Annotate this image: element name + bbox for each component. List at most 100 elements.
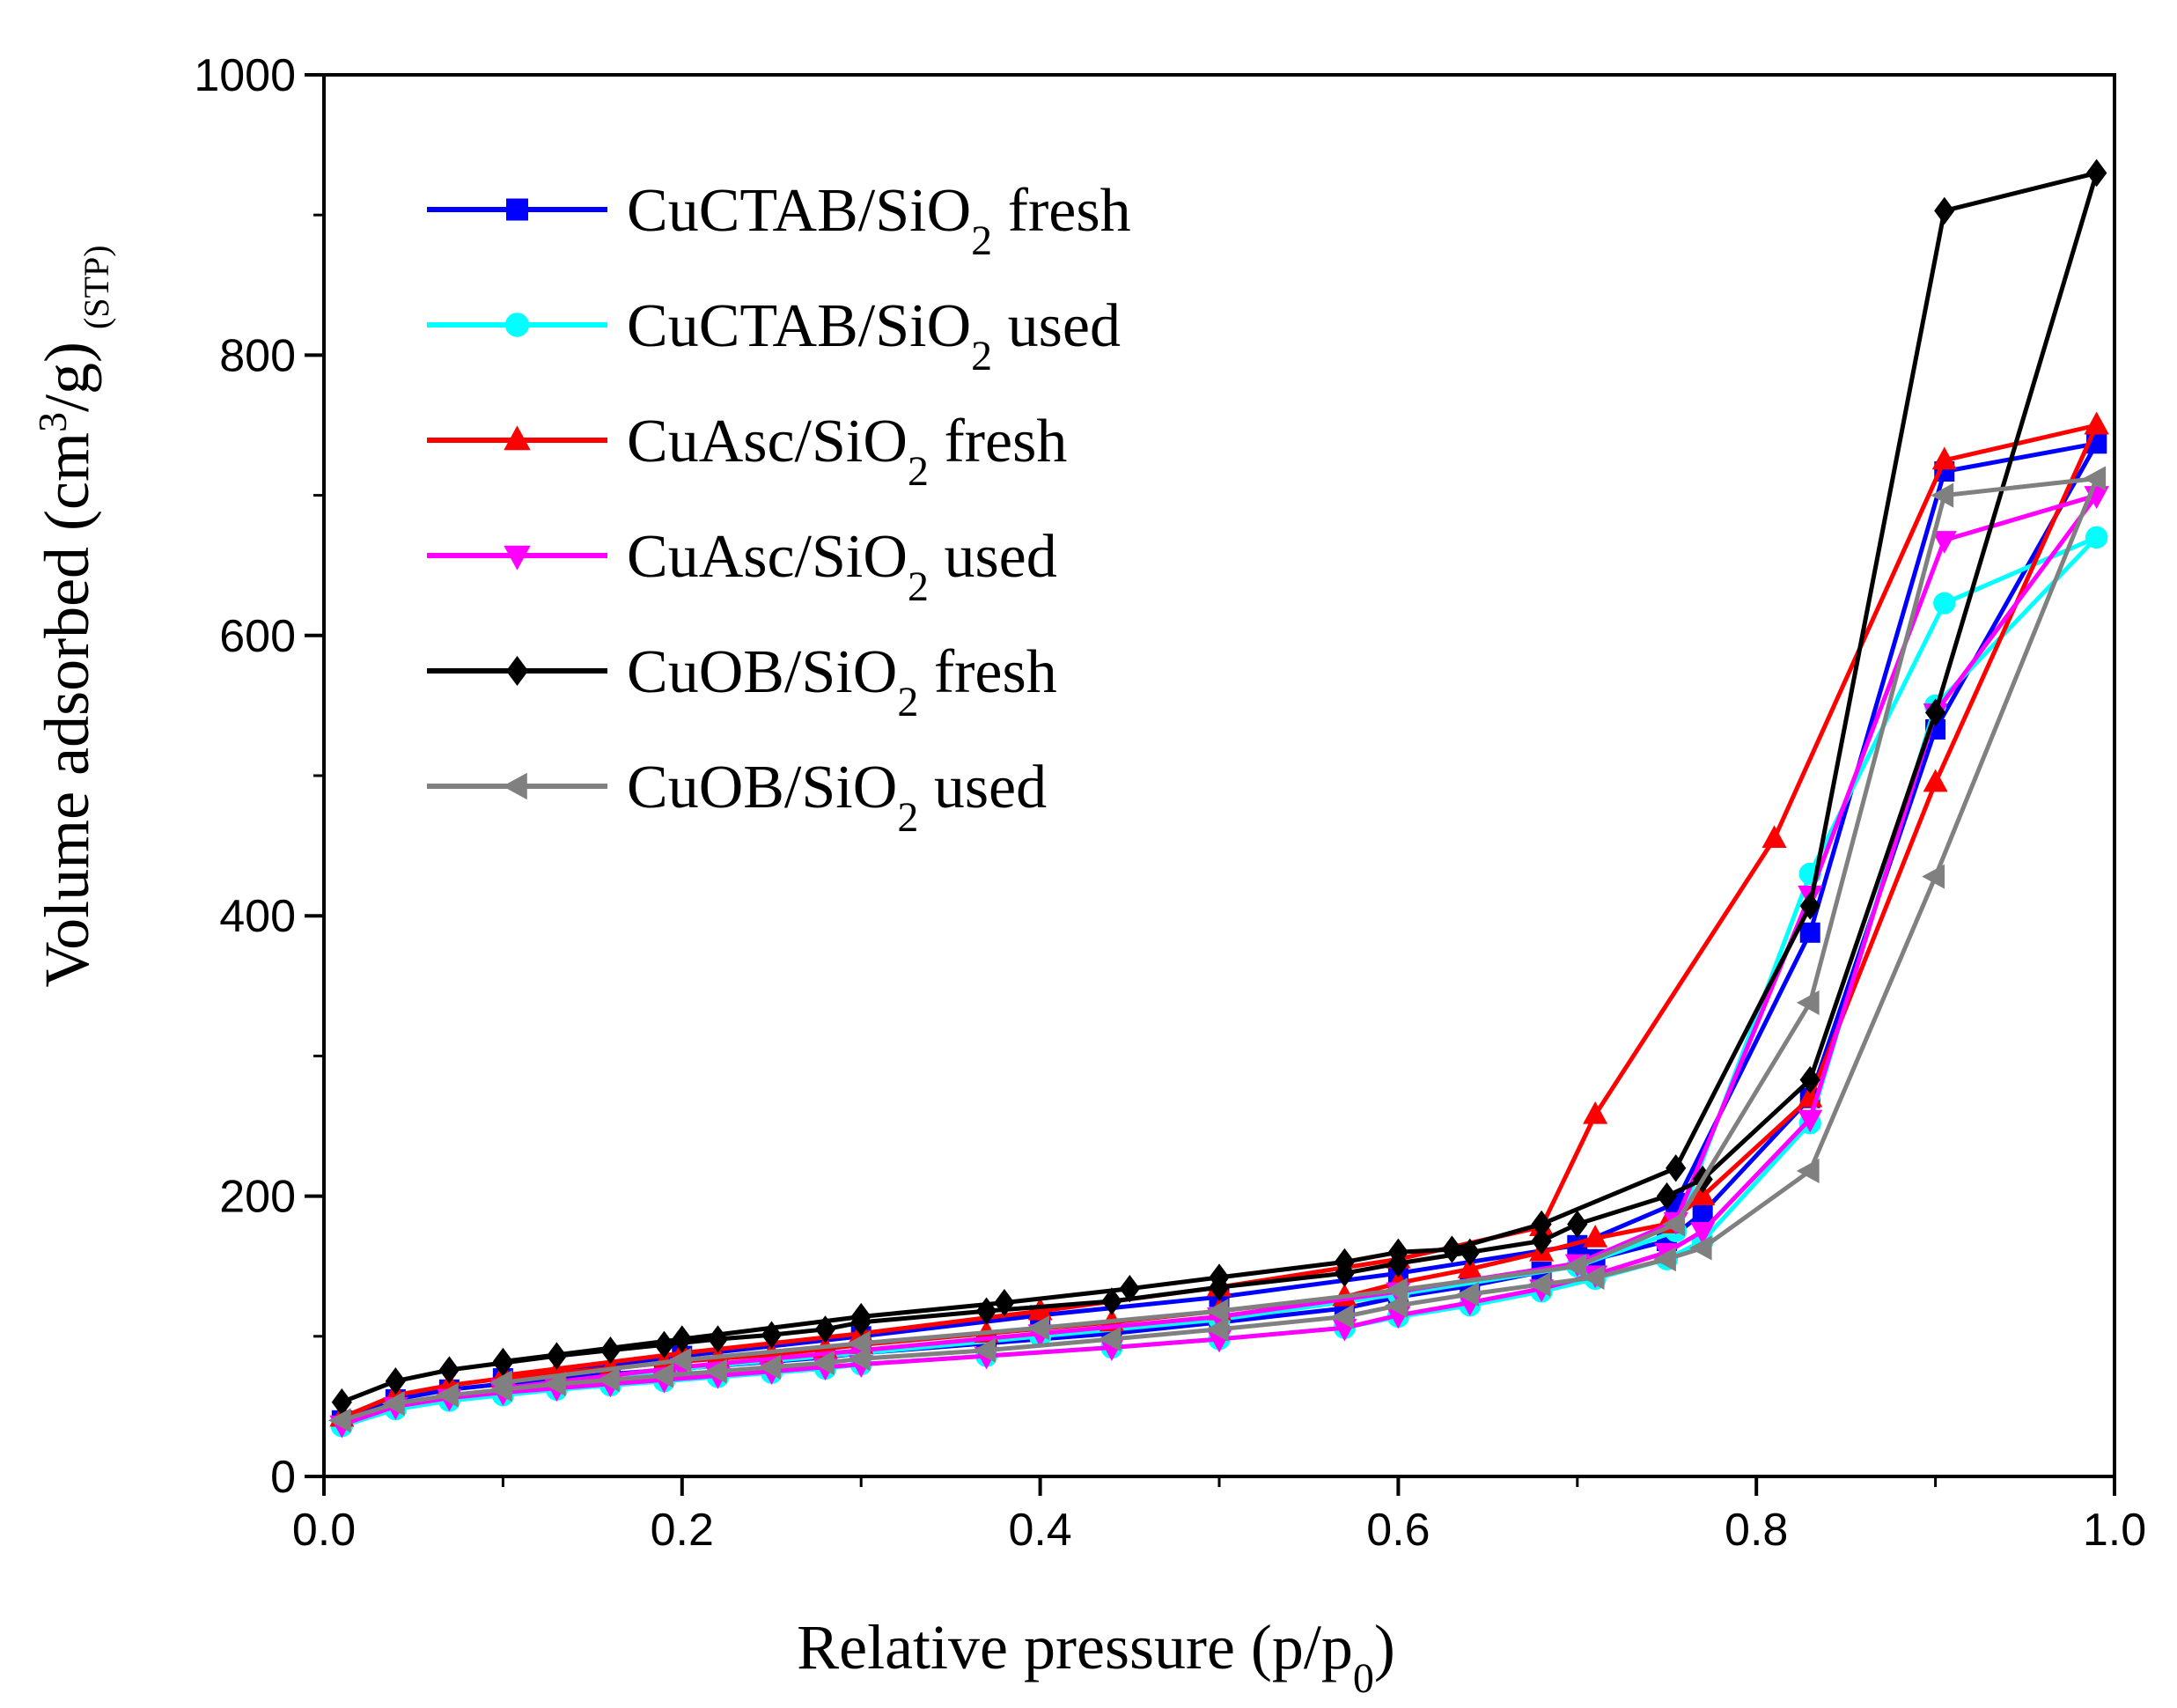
- data-point-adsorption: [597, 1367, 620, 1393]
- data-point-adsorption: [758, 1354, 781, 1380]
- y-tick-label: 400: [219, 891, 296, 942]
- data-point-adsorption: [1457, 1255, 1482, 1278]
- y-axis-title-rest: /g): [32, 342, 102, 412]
- data-point-adsorption: [814, 1315, 836, 1344]
- legend-label-main: CuOB/SiO: [627, 754, 897, 821]
- data-point-adsorption: [812, 1351, 835, 1376]
- data-point-adsorption: [1924, 698, 1946, 727]
- data-point-adsorption: [1205, 1316, 1229, 1342]
- data-point-desorption: [1662, 1211, 1686, 1237]
- data-point-adsorption: [1567, 1210, 1588, 1239]
- data-point-adsorption: [1098, 1326, 1122, 1352]
- y-axis-title: Volume adsorbed (cm3/g) (STP): [30, 245, 116, 987]
- legend-swatch-marker: [502, 772, 527, 800]
- data-point-desorption: [1441, 1235, 1463, 1263]
- data-point-adsorption: [1531, 1226, 1552, 1255]
- data-point-desorption: [1934, 196, 1955, 225]
- data-point-desorption: [1931, 446, 1957, 470]
- x-axis-title-sub: 0: [1353, 1655, 1374, 1702]
- data-point-desorption: [2083, 466, 2107, 491]
- legend-label-sub: 2: [897, 794, 918, 841]
- data-point-desorption: [492, 1347, 514, 1376]
- legend-label-rest: used: [992, 292, 1121, 360]
- plot-layer: [327, 158, 2109, 1439]
- series-4: [331, 158, 2107, 1417]
- data-point-adsorption: [1692, 1203, 1713, 1224]
- legend-label-rest: fresh: [918, 638, 1056, 706]
- data-point-adsorption: [651, 1363, 673, 1388]
- legend-label: CuAsc/SiO2 used: [627, 523, 1057, 610]
- data-point-desorption: [1385, 1277, 1408, 1303]
- data-point-desorption: [1799, 892, 1820, 920]
- data-point-adsorption: [1583, 1225, 1608, 1248]
- legend-entry: CuCTAB/SiO2 used: [427, 292, 1121, 379]
- x-tick-label: 0.4: [1008, 1505, 1071, 1556]
- data-point-adsorption: [438, 1356, 460, 1384]
- y-tick-label: 1000: [194, 50, 296, 101]
- legend-label-rest: used: [929, 523, 1057, 591]
- y-axis-title-sup: 3: [30, 412, 75, 432]
- legend-label: CuAsc/SiO2 fresh: [627, 408, 1067, 495]
- data-point-desorption: [1531, 1210, 1552, 1239]
- x-tick-label: 0.0: [292, 1505, 356, 1556]
- data-point-adsorption: [975, 1297, 997, 1325]
- data-point-desorption: [2086, 158, 2107, 188]
- data-point-adsorption: [599, 1336, 621, 1365]
- data-point-desorption: [1933, 592, 1956, 615]
- y-tick-label: 600: [219, 611, 296, 662]
- legend-label-main: CuCTAB/SiO: [627, 292, 971, 360]
- data-point-desorption: [1666, 1154, 1687, 1182]
- legend-label-sub: 2: [971, 217, 992, 264]
- data-point-desorption: [1209, 1263, 1230, 1292]
- legend-entry: CuOB/SiO2 used: [427, 754, 1047, 841]
- legend-entry: CuAsc/SiO2 fresh: [427, 408, 1067, 495]
- legend-label-rest: fresh: [929, 408, 1067, 475]
- legend-swatch-marker: [506, 198, 528, 221]
- data-point-adsorption: [707, 1325, 729, 1353]
- data-point-desorption: [1761, 825, 1787, 849]
- y-axis-title-main: Volume adsorbed (cm: [32, 432, 102, 988]
- x-tick-label: 0.8: [1725, 1505, 1788, 1556]
- y-tick-label: 0: [270, 1452, 296, 1503]
- legend-label-sub: 2: [908, 448, 929, 495]
- y-tick-label: 800: [219, 330, 296, 381]
- legend-label-main: CuAsc/SiO: [627, 408, 908, 475]
- data-point-desorption: [668, 1347, 692, 1373]
- data-point-adsorption: [436, 1382, 459, 1408]
- data-point-adsorption: [1690, 1182, 1716, 1205]
- legend-label-rest: fresh: [992, 177, 1130, 245]
- legend-label-sub: 2: [908, 563, 929, 610]
- data-point-adsorption: [543, 1371, 566, 1396]
- data-point-adsorption: [1653, 1247, 1676, 1272]
- data-point-adsorption: [1796, 1158, 1820, 1183]
- data-point-desorption: [847, 1330, 871, 1356]
- series-line: [341, 476, 2100, 1423]
- data-point-desorption: [1583, 1101, 1608, 1124]
- data-point-desorption: [1931, 482, 1954, 508]
- x-tick-label: 1.0: [2083, 1505, 2146, 1556]
- x-tick-label: 0.6: [1366, 1505, 1430, 1556]
- legend-swatch-marker: [504, 545, 531, 571]
- data-point-desorption: [1931, 531, 1957, 554]
- data-point-adsorption: [704, 1358, 727, 1384]
- legend-label-main: CuCTAB/SiO: [627, 177, 971, 245]
- data-point-adsorption: [1798, 1109, 1823, 1133]
- data-point-desorption: [850, 1302, 872, 1331]
- legend-label-main: CuAsc/SiO: [627, 523, 908, 591]
- x-axis-title-close: ): [1374, 1612, 1395, 1682]
- data-point-desorption: [1205, 1299, 1229, 1324]
- data-point-desorption: [672, 1325, 693, 1353]
- legend-entry: CuAsc/SiO2 used: [427, 523, 1057, 610]
- data-point-adsorption: [1799, 1065, 1820, 1094]
- legend-label-main: CuOB/SiO: [627, 638, 897, 706]
- legend-label: CuCTAB/SiO2 used: [627, 292, 1121, 379]
- data-point-adsorption: [1923, 769, 1948, 792]
- legend-label: CuOB/SiO2 fresh: [627, 638, 1057, 725]
- y-tick-label: 200: [219, 1172, 296, 1223]
- data-point-desorption: [1119, 1274, 1140, 1303]
- data-point-desorption: [489, 1370, 512, 1395]
- data-point-adsorption: [385, 1367, 406, 1395]
